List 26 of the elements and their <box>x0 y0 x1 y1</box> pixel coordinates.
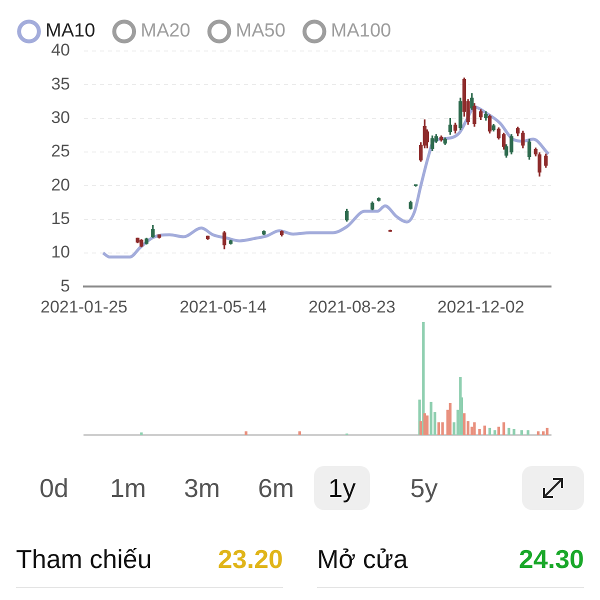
x-tick-label: 2021-05-14 <box>180 297 267 316</box>
text: 1m <box>108 472 148 505</box>
y-tick-label: 40 <box>51 40 70 60</box>
text: Mở cửa <box>317 544 408 575</box>
text: 5y <box>409 472 439 505</box>
text: 0d <box>38 472 70 505</box>
legend-label: MA50 <box>236 20 286 42</box>
x-tick-label: 2021-12-02 <box>437 297 524 316</box>
text: 23.20 <box>218 544 283 575</box>
text: 1y <box>314 466 370 510</box>
x-tick-label: 2021-08-23 <box>308 297 396 316</box>
text: 3m <box>182 472 222 505</box>
y-tick-label: 20 <box>51 175 70 194</box>
x-tick-label: 2021-01-25 <box>40 297 128 316</box>
legend-label: MA100 <box>330 20 392 42</box>
y-tick-label: 25 <box>51 142 70 161</box>
y-tick-label: 15 <box>51 208 70 228</box>
y-tick-label: 10 <box>51 242 70 262</box>
legend-label: MA20 <box>140 20 190 42</box>
y-tick-label: 30 <box>51 108 70 127</box>
legend-label: MA10 <box>46 20 96 42</box>
text: Tham chiếu <box>16 544 152 575</box>
y-tick-label: 35 <box>51 74 70 94</box>
y-tick-label: 5 <box>60 276 70 296</box>
text: 24.30 <box>518 544 584 575</box>
text: 6m <box>256 472 296 505</box>
